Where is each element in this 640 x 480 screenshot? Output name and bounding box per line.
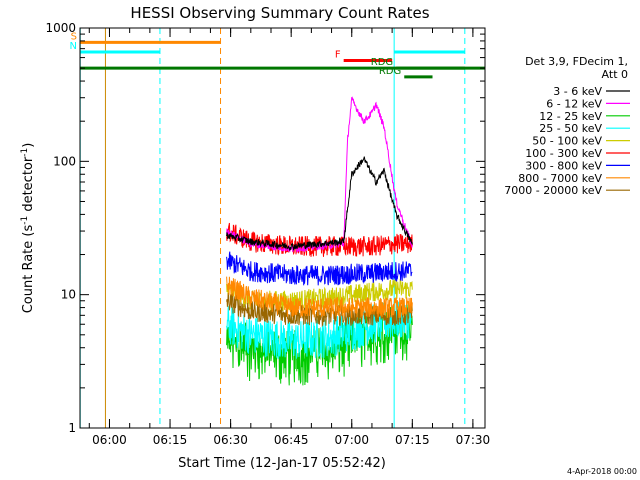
y-tick-label-3: 1000	[45, 21, 76, 35]
series-line-8	[226, 292, 413, 328]
x-tick-label-0: 06:00	[92, 433, 127, 447]
legend-label-0: 3 - 6 keV	[553, 85, 602, 98]
series-line-3	[226, 299, 413, 360]
chart-title: HESSI Observing Summary Count Rates	[130, 4, 429, 22]
series-line-1	[226, 96, 413, 254]
y-axis-label-sup1: -1	[20, 216, 30, 225]
series-line-5	[226, 222, 413, 257]
series-line-7	[226, 276, 413, 318]
legend-label-7: 800 - 7000 keV	[518, 172, 602, 185]
legend-header-2: Att 0	[602, 68, 628, 81]
legend-label-2: 12 - 25 keV	[539, 110, 602, 123]
legend-label-5: 100 - 300 keV	[525, 147, 602, 160]
legend-label-3: 25 - 50 keV	[539, 122, 602, 135]
x-tick-label-2: 06:30	[213, 433, 248, 447]
x-tick-label-3: 06:45	[274, 433, 309, 447]
y-tick-label-2: 100	[53, 154, 76, 168]
y-axis-label-end: )	[21, 143, 36, 148]
x-axis: 06:00 06:15 06:30 06:45 07:00 07:15 07:30	[88, 28, 491, 447]
footer-date: 4-Apr-2018 00:00	[567, 467, 637, 476]
y-tick-label-0: 1	[68, 421, 76, 435]
flag-label-6: RDG	[371, 57, 393, 68]
x-tick-label-5: 07:15	[395, 433, 430, 447]
y-axis-label-main: Count Rate (s	[21, 225, 36, 314]
legend-label-1: 6 - 12 keV	[546, 97, 602, 110]
plot-frame	[79, 27, 486, 429]
flag-label-1: N	[70, 41, 77, 52]
y-axis-label-mid: detector	[21, 156, 36, 216]
y-axis-label: Count Rate (s-1 detector-1)	[20, 143, 36, 314]
flag-label-3: F	[335, 50, 341, 61]
x-tick-label-4: 07:00	[334, 433, 369, 447]
y-tick-label-1: 10	[61, 288, 76, 302]
x-axis-label: Start Time (12-Jan-17 05:52:42)	[178, 456, 386, 471]
legend-label-8: 7000 - 20000 keV	[504, 184, 602, 197]
series-line-0	[226, 156, 413, 252]
series-line-6	[226, 251, 413, 286]
x-tick-label-1: 06:15	[153, 433, 188, 447]
y-axis-label-sup2: -1	[20, 148, 30, 157]
legend-label-6: 300 - 800 keV	[525, 159, 602, 172]
legend-header-1: Det 3,9, FDecim 1,	[525, 55, 628, 68]
legend-label-4: 50 - 100 keV	[532, 135, 602, 148]
y-axis: 1 10 100 1000	[45, 21, 485, 435]
flag-label-0: S	[71, 31, 77, 42]
x-tick-label-6: 07:30	[456, 433, 491, 447]
flag-label-5: RDG	[379, 66, 401, 77]
